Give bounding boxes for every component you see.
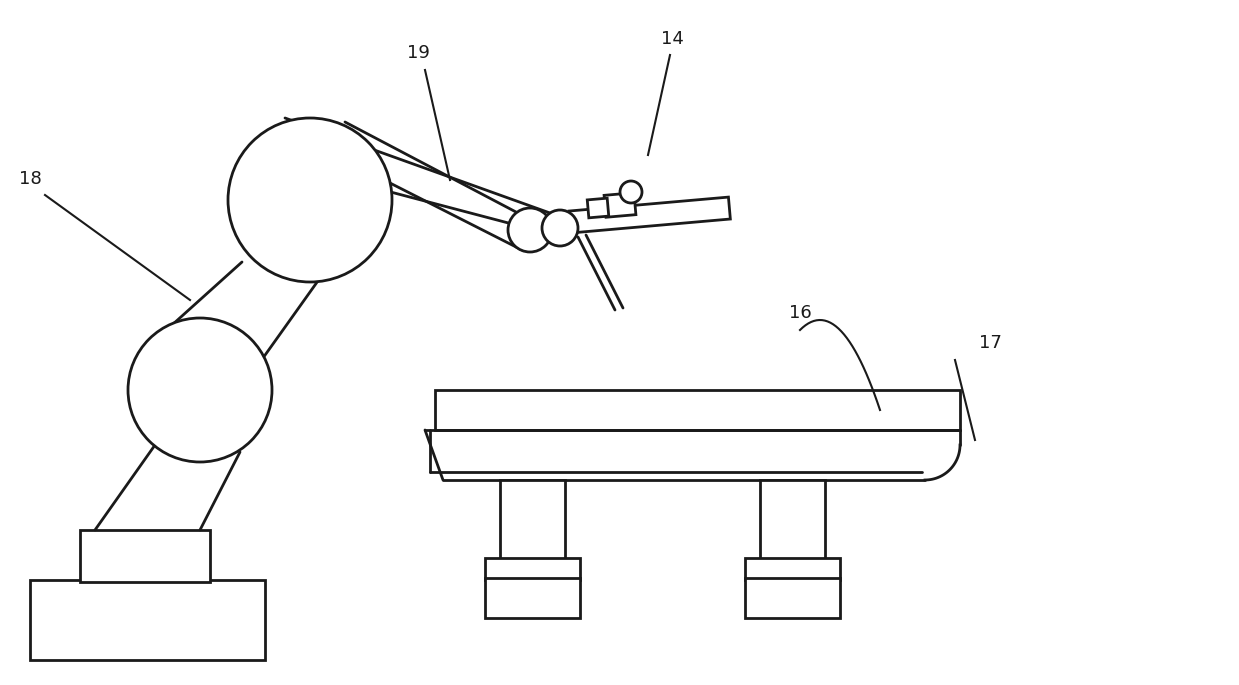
Text: 16: 16 bbox=[789, 304, 812, 322]
Text: 18: 18 bbox=[19, 170, 41, 188]
Circle shape bbox=[508, 208, 553, 252]
Bar bbox=[81, 530, 209, 582]
Circle shape bbox=[228, 118, 392, 282]
Polygon shape bbox=[605, 192, 636, 217]
Circle shape bbox=[620, 181, 642, 203]
Bar bbox=[760, 480, 825, 560]
Bar bbox=[484, 558, 580, 580]
Bar bbox=[435, 390, 960, 430]
Circle shape bbox=[128, 318, 273, 462]
Bar bbox=[484, 578, 580, 618]
Bar bbox=[745, 558, 840, 580]
Bar bbox=[501, 480, 565, 560]
Text: 14: 14 bbox=[660, 30, 684, 48]
Bar bbox=[30, 580, 265, 660]
Bar bbox=[745, 578, 840, 618]
Circle shape bbox=[541, 210, 579, 246]
Text: 17: 17 bbox=[979, 334, 1001, 352]
Polygon shape bbox=[587, 198, 608, 218]
Polygon shape bbox=[569, 197, 730, 233]
Text: 19: 19 bbox=[406, 44, 430, 62]
